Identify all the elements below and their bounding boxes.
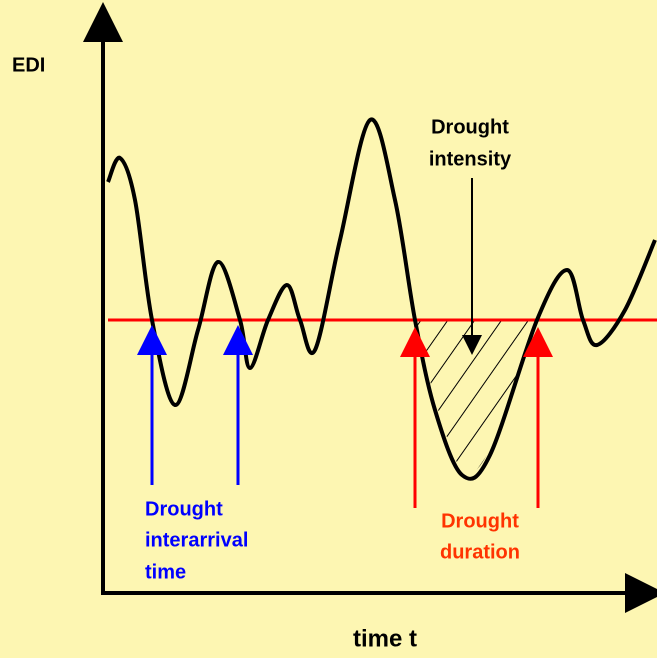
intensity-label: Drought [431, 116, 509, 138]
duration-label: duration [440, 541, 520, 563]
interarrival-label: interarrival [145, 529, 248, 551]
intensity-hatch [415, 320, 537, 475]
edi-curve [106, 117, 657, 481]
intensity-label: intensity [429, 148, 512, 170]
y-axis-label: EDI [12, 54, 45, 76]
interarrival-label: time [145, 561, 186, 583]
interarrival-label: Drought [145, 498, 223, 520]
x-axis-label: time t [353, 625, 417, 652]
duration-label: Drought [441, 510, 519, 532]
